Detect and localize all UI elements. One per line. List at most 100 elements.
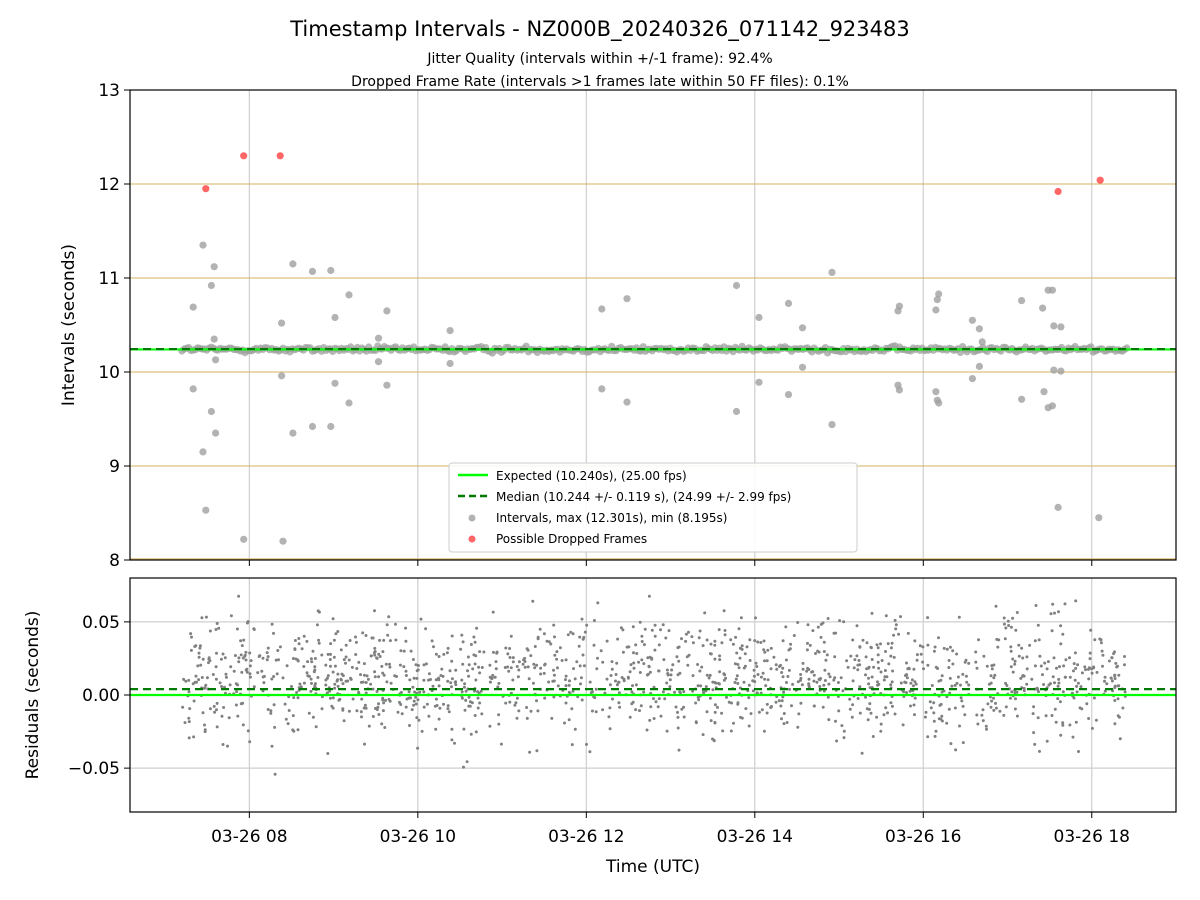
residual-point [1006, 619, 1010, 623]
residual-point [270, 622, 274, 626]
residual-point [375, 690, 379, 693]
residual-point [466, 669, 469, 673]
residual-point [811, 670, 815, 674]
residual-point [1088, 651, 1092, 655]
chart-subtitle-dropped: Dropped Frame Rate (intervals >1 frames … [351, 74, 849, 90]
residual-point [929, 706, 933, 710]
residual-point [905, 691, 908, 694]
residual-point [992, 696, 995, 700]
residual-point [659, 628, 662, 632]
residual-point [1089, 628, 1093, 632]
residual-point [580, 698, 584, 702]
residual-point [480, 712, 484, 716]
residual-point [690, 635, 694, 639]
residual-point [682, 690, 686, 694]
residual-point [953, 683, 957, 687]
residual-point [762, 639, 766, 643]
residual-point [812, 704, 816, 708]
residual-point [293, 639, 297, 642]
residual-point [1011, 657, 1015, 661]
interval-outlier-point [331, 313, 339, 322]
residual-point [994, 701, 997, 705]
interval-outlier-point [279, 537, 287, 545]
residual-point [740, 644, 744, 648]
interval-outlier-point [732, 281, 741, 290]
residual-point [446, 707, 450, 711]
residual-point [769, 667, 773, 671]
residual-point [697, 698, 701, 702]
residual-point [875, 643, 879, 647]
residual-point [1014, 628, 1018, 632]
residual-point [934, 729, 938, 733]
residual-point [573, 677, 577, 681]
intervals-y-tick-label: 12 [98, 175, 120, 195]
residual-point [287, 709, 291, 712]
residual-point [608, 706, 612, 710]
residual-point [480, 666, 484, 669]
residual-point [341, 707, 345, 711]
residual-point [757, 710, 761, 714]
interval-outlier-point [932, 388, 940, 396]
residual-point [826, 617, 830, 620]
residual-point [1058, 665, 1061, 669]
residual-point [912, 667, 916, 671]
residual-point [638, 671, 642, 674]
residual-point [437, 684, 441, 688]
residual-point [868, 686, 872, 690]
residual-point [542, 671, 546, 675]
interval-outlier-point [278, 372, 286, 380]
residual-point [201, 711, 205, 715]
residual-point [640, 658, 644, 662]
residual-point [785, 681, 788, 684]
residual-point [577, 644, 581, 648]
residual-point [234, 703, 238, 707]
residual-point [467, 695, 471, 699]
residual-point [326, 752, 330, 755]
residual-point [822, 640, 826, 644]
residual-point [331, 696, 335, 700]
residual-point [956, 675, 960, 679]
residual-point [346, 679, 350, 683]
residual-point [947, 659, 951, 662]
residual-point [539, 672, 543, 676]
residual-point [208, 707, 212, 711]
residual-point [525, 716, 529, 720]
residual-point [223, 685, 226, 689]
residual-point [347, 658, 351, 662]
residual-point [311, 649, 315, 653]
residual-point [867, 682, 871, 686]
residual-point [631, 684, 634, 688]
residual-point [852, 666, 856, 670]
residual-point [713, 710, 717, 714]
residual-point [729, 729, 733, 733]
residual-point [404, 705, 408, 709]
residual-point [339, 677, 343, 681]
residual-point [1022, 686, 1026, 690]
residual-point [553, 635, 556, 639]
residual-point [377, 713, 381, 716]
residual-point [580, 617, 584, 621]
residual-point [876, 660, 880, 664]
residual-point [595, 667, 599, 671]
residual-point [955, 681, 959, 685]
residual-point [752, 668, 756, 672]
residual-point [818, 685, 822, 688]
residual-point [1036, 716, 1040, 720]
x-tick-label: 03-26 12 [548, 827, 624, 847]
residual-point [739, 616, 743, 620]
residual-point [388, 639, 392, 643]
residual-point [422, 678, 426, 682]
residual-point [377, 675, 381, 679]
residual-point [262, 681, 266, 685]
residual-point [450, 738, 454, 742]
residual-point [948, 645, 952, 649]
residual-point [948, 676, 952, 680]
residual-point [1009, 645, 1013, 649]
residual-point [724, 676, 728, 680]
residual-point [333, 686, 337, 690]
residual-point [307, 711, 311, 715]
residual-point [682, 715, 686, 719]
residual-point [564, 658, 568, 662]
residual-point [871, 735, 875, 738]
residual-point [226, 744, 229, 748]
